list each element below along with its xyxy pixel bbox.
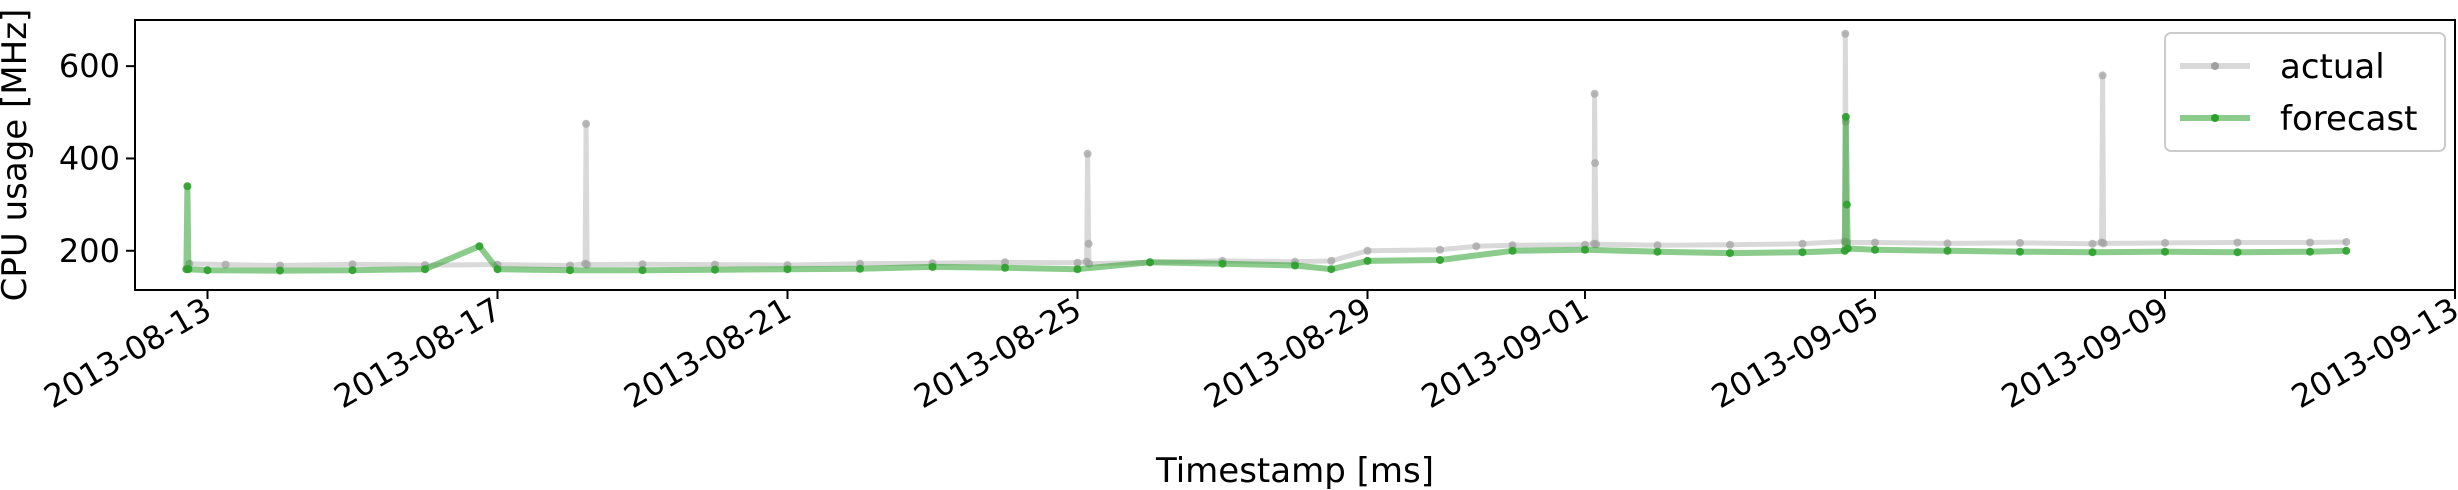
data-point-forecast <box>856 264 864 273</box>
legend-label-forecast: forecast <box>2280 99 2418 139</box>
data-point-forecast <box>1363 256 1372 265</box>
data-point-forecast <box>276 266 284 275</box>
data-point-actual <box>1327 256 1336 265</box>
data-point-actual <box>1871 238 1879 247</box>
data-point-actual <box>2016 238 2024 247</box>
data-point-forecast <box>1653 247 1662 256</box>
data-point-actual <box>2342 238 2351 246</box>
data-point-forecast <box>711 265 719 274</box>
legend-marker-forecast <box>2211 114 2219 122</box>
data-point-forecast <box>638 266 647 275</box>
data-point-forecast <box>2233 248 2242 257</box>
data-point-forecast <box>2342 246 2351 255</box>
data-point-actual <box>2099 239 2108 248</box>
data-point-actual <box>1508 241 1517 250</box>
data-point-actual <box>583 260 592 269</box>
data-point-actual <box>1841 29 1850 38</box>
data-point-actual <box>1943 239 1952 248</box>
data-point-actual <box>1591 159 1600 168</box>
data-point-forecast <box>1871 245 1879 254</box>
data-point-forecast <box>493 265 502 274</box>
data-point-forecast <box>184 265 193 274</box>
data-point-forecast <box>1842 200 1851 209</box>
data-point-actual <box>1436 245 1444 254</box>
data-point-actual <box>2161 238 2169 247</box>
data-point-forecast <box>1146 258 1154 267</box>
data-point-forecast <box>1218 259 1227 268</box>
data-point-forecast <box>1726 249 1734 258</box>
data-point-actual <box>2233 238 2242 247</box>
data-point-actual <box>1363 246 1372 255</box>
data-point-forecast <box>475 242 484 251</box>
data-point-forecast <box>1843 244 1852 253</box>
legend-frame <box>2164 32 2446 152</box>
data-point-actual <box>1083 149 1092 158</box>
data-point-actual <box>1592 240 1601 249</box>
data-point-forecast <box>1581 245 1589 254</box>
data-point-actual <box>1798 239 1807 248</box>
legend-item-actual: actual <box>2180 47 2385 87</box>
y-tick-label: 400 <box>59 139 120 177</box>
data-point-forecast <box>2016 247 2024 256</box>
data-point-actual <box>582 119 591 128</box>
data-point-forecast <box>1327 265 1336 274</box>
data-point-actual <box>1001 258 1009 267</box>
y-tick-label: 600 <box>59 47 120 85</box>
data-point-actual <box>221 260 230 269</box>
y-axis: 200 400 600 <box>59 47 135 270</box>
data-point-forecast <box>783 265 792 274</box>
data-point-actual <box>1726 240 1734 249</box>
data-point-actual <box>1472 242 1481 251</box>
x-axis-title: Timestamp [ms] <box>1155 451 1434 490</box>
y-tick-label: 200 <box>59 232 120 270</box>
series-forecast <box>182 112 2351 275</box>
data-point-forecast <box>928 262 937 271</box>
data-point-forecast <box>348 266 357 275</box>
data-point-actual <box>2088 239 2097 248</box>
y-axis-title: CPU usage [MHz] <box>0 9 35 302</box>
series-layer <box>182 29 2351 275</box>
data-point-actual <box>1073 258 1082 267</box>
legend-item-forecast: forecast <box>2180 99 2418 139</box>
data-point-forecast <box>203 266 212 275</box>
data-point-forecast <box>1508 246 1517 255</box>
plot-frame <box>134 19 2456 291</box>
data-point-forecast <box>1291 261 1299 270</box>
series-line-actual <box>189 31 2347 268</box>
data-point-forecast <box>2161 247 2169 256</box>
legend-label-actual: actual <box>2280 47 2385 87</box>
data-point-actual <box>1084 239 1093 248</box>
data-point-forecast <box>183 182 192 191</box>
legend: actual forecast <box>2164 32 2446 152</box>
data-point-forecast <box>1001 263 1009 272</box>
data-point-forecast <box>1943 246 1952 255</box>
data-point-forecast <box>1436 256 1444 264</box>
data-point-forecast <box>2306 247 2314 256</box>
data-point-forecast <box>2088 248 2097 257</box>
data-point-forecast <box>566 266 574 275</box>
data-point-actual <box>638 260 647 269</box>
data-point-forecast <box>1073 265 1082 274</box>
data-point-actual <box>1590 89 1599 98</box>
data-point-actual <box>2098 71 2107 80</box>
legend-marker-actual <box>2211 62 2219 70</box>
data-point-actual <box>1653 241 1662 250</box>
data-point-forecast <box>1798 248 1807 257</box>
series-line-forecast <box>183 113 2347 274</box>
data-point-forecast <box>421 265 429 274</box>
data-point-actual <box>2306 238 2314 247</box>
data-point-actual <box>348 260 357 269</box>
data-point-forecast <box>1841 112 1850 121</box>
